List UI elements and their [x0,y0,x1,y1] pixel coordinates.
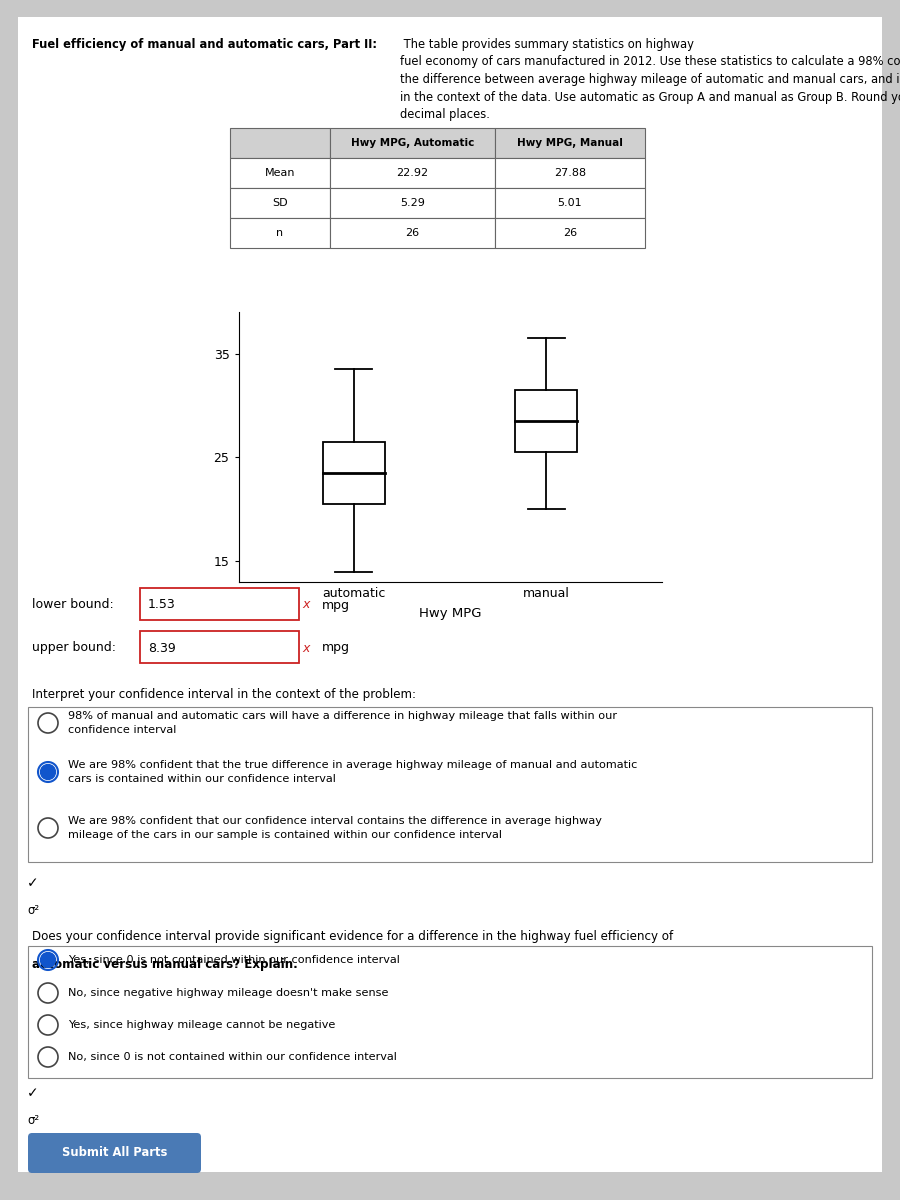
Text: Submit All Parts: Submit All Parts [62,1146,167,1159]
Bar [495,158,645,188]
Bar [323,442,384,504]
Text: 27.88: 27.88 [554,168,586,178]
Bar [516,390,577,452]
Text: automatic versus manual cars? Explain.: automatic versus manual cars? Explain. [32,958,298,971]
Bar [28,946,872,1078]
Bar [330,128,495,158]
Text: We are 98% confident that our confidence interval contains the difference in ave: We are 98% confident that our confidence… [68,816,602,840]
Text: mpg: mpg [322,599,350,612]
FancyBboxPatch shape [28,1133,201,1174]
Text: 1.53: 1.53 [148,599,176,612]
Bar [230,128,645,158]
Bar [230,158,330,188]
Text: Hwy MPG, Automatic: Hwy MPG, Automatic [351,138,474,148]
Text: 26: 26 [405,228,419,238]
Text: x: x [302,599,310,612]
Text: σ²: σ² [27,1114,39,1127]
Text: Interpret your confidence interval in the context of the problem:: Interpret your confidence interval in th… [32,688,416,701]
Text: Fuel efficiency of manual and automatic cars, Part II:: Fuel efficiency of manual and automatic … [32,38,377,50]
Text: x: x [302,642,310,654]
Text: 8.39: 8.39 [148,642,176,654]
FancyBboxPatch shape [140,631,299,662]
Bar [495,218,645,248]
Text: 98% of manual and automatic cars will have a difference in highway mileage that : 98% of manual and automatic cars will ha… [68,710,617,734]
FancyBboxPatch shape [18,17,882,1172]
Text: We are 98% confident that the true difference in average highway mileage of manu: We are 98% confident that the true diffe… [68,760,637,784]
Circle shape [40,953,56,967]
Bar [495,188,645,218]
Text: The table provides summary statistics on highway
fuel economy of cars manufactur: The table provides summary statistics on… [400,38,900,121]
Bar [230,188,330,218]
Text: 5.01: 5.01 [558,198,582,208]
Text: No, since negative highway mileage doesn't make sense: No, since negative highway mileage doesn… [68,988,389,998]
Bar [330,158,495,188]
Bar [495,128,645,158]
Text: n: n [276,228,284,238]
Text: Hwy MPG, Manual: Hwy MPG, Manual [518,138,623,148]
Text: Yes, since 0 is not contained within our confidence interval: Yes, since 0 is not contained within our… [68,955,400,965]
Text: lower bound:: lower bound: [32,599,113,612]
Bar [330,218,495,248]
Text: 26: 26 [562,228,577,238]
Text: SD: SD [272,198,288,208]
Text: Yes, since highway mileage cannot be negative: Yes, since highway mileage cannot be neg… [68,1020,336,1030]
Text: No, since 0 is not contained within our confidence interval: No, since 0 is not contained within our … [68,1052,397,1062]
Text: ✓: ✓ [27,1086,39,1100]
FancyBboxPatch shape [140,588,299,620]
Bar [230,128,330,158]
Text: mpg: mpg [322,642,350,654]
Text: 22.92: 22.92 [396,168,428,178]
Text: 5.29: 5.29 [400,198,425,208]
Text: Mean: Mean [265,168,295,178]
Text: σ²: σ² [27,904,39,917]
X-axis label: Hwy MPG: Hwy MPG [418,607,482,620]
Text: ✓: ✓ [27,876,39,890]
Text: Does your confidence interval provide significant evidence for a difference in t: Does your confidence interval provide si… [32,930,673,943]
Bar [330,188,495,218]
Bar [230,218,330,248]
Circle shape [40,764,56,780]
Bar [28,707,872,862]
Text: upper bound:: upper bound: [32,642,116,654]
